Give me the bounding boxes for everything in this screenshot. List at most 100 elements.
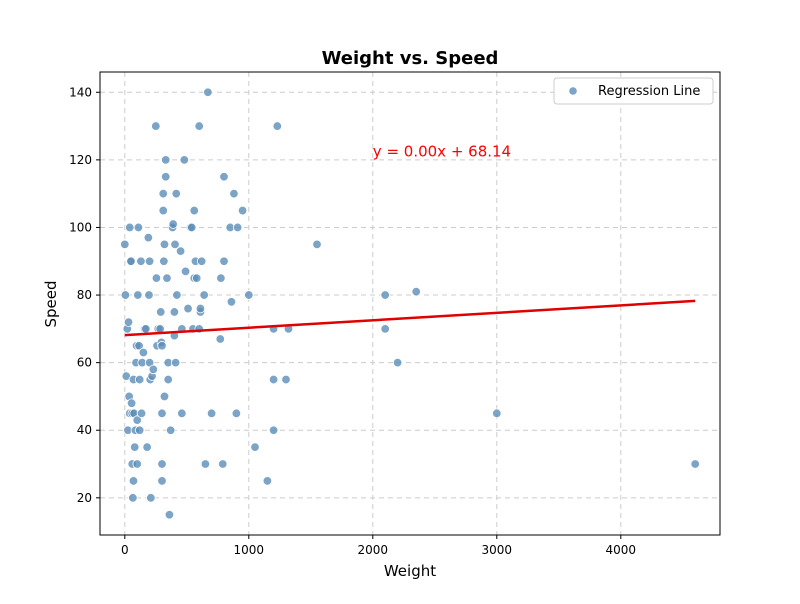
data-point (411, 286, 421, 297)
data-point (281, 374, 291, 385)
data-point (146, 493, 156, 503)
data-point (262, 476, 273, 486)
data-point (151, 273, 162, 283)
plot-frame (99, 71, 721, 536)
data-point (162, 273, 172, 283)
data-point (158, 188, 168, 199)
data-point (250, 442, 260, 452)
data-point (268, 374, 279, 385)
data-point (159, 256, 169, 266)
data-point (180, 266, 191, 277)
data-point (157, 341, 167, 351)
y-tick-label: 140 (69, 85, 92, 99)
data-point (216, 273, 226, 283)
data-point (151, 121, 161, 131)
data-point (128, 476, 139, 486)
axis-layer: 0 1000 2000 3000 4000 20 40 60 80 100 120 140 (69, 71, 721, 557)
y-tick-label: 20 (77, 491, 92, 505)
x-tick-label: 2000 (358, 543, 389, 557)
data-point (231, 408, 242, 419)
data-point (229, 188, 239, 199)
data-point (156, 307, 166, 317)
data-point (161, 155, 171, 165)
data-point (219, 256, 229, 266)
regression-equation: y = 0.00x + 68.14 (373, 142, 511, 160)
data-point (134, 341, 144, 351)
data-point (144, 290, 154, 300)
data-point (237, 205, 248, 216)
data-point (218, 459, 228, 469)
data-point (170, 239, 180, 250)
data-point (148, 364, 159, 375)
regression-layer: y = 0.00x + 68.14 (124, 142, 696, 337)
data-point (177, 408, 187, 419)
data-point (392, 357, 403, 368)
data-point (132, 415, 142, 425)
data-point (133, 290, 143, 300)
data-point (215, 334, 225, 344)
data-point (125, 222, 135, 233)
data-point (199, 290, 209, 300)
data-point (159, 239, 170, 250)
y-tick-label: 100 (69, 220, 92, 234)
data-point (159, 391, 170, 402)
data-point (168, 219, 178, 229)
data-point (189, 205, 199, 216)
data-point (165, 425, 176, 435)
data-point (170, 357, 181, 368)
data-point (194, 121, 204, 131)
y-tick-label: 60 (77, 356, 92, 370)
data-point (200, 459, 211, 469)
data-point (126, 398, 137, 408)
legend-marker (568, 86, 578, 96)
data-point (219, 172, 229, 182)
data-point (244, 290, 254, 300)
data-point (157, 459, 167, 469)
y-axis-label: Speed (42, 280, 60, 327)
data-point (169, 307, 180, 317)
data-point (126, 256, 136, 266)
data-point (134, 425, 145, 435)
data-point (138, 347, 149, 358)
data-point (141, 324, 151, 334)
data-point (172, 290, 182, 300)
y-tick-label: 120 (69, 153, 92, 167)
data-point (120, 290, 131, 300)
data-point (226, 297, 237, 307)
data-point (175, 246, 186, 256)
data-point (312, 239, 322, 250)
data-point (179, 155, 190, 165)
x-tick-label: 4000 (606, 543, 637, 557)
data-point (171, 188, 181, 199)
data-point (133, 222, 144, 233)
data-point (380, 290, 390, 300)
y-tick-label: 40 (77, 423, 92, 437)
data-point (380, 324, 390, 334)
data-point (232, 222, 243, 233)
data-point (144, 256, 155, 266)
data-point (158, 205, 168, 216)
x-tick-label: 0 (121, 543, 129, 557)
x-tick-label: 1000 (234, 543, 265, 557)
data-point (130, 442, 140, 452)
data-point (123, 317, 134, 327)
data-point (128, 493, 138, 503)
chart-title: Weight vs. Speed (322, 48, 499, 69)
x-tick-label: 3000 (482, 543, 513, 557)
data-point (196, 256, 207, 266)
data-point (192, 273, 202, 283)
legend-label: Regression Line (598, 84, 700, 99)
data-point (163, 374, 173, 385)
data-point (206, 408, 217, 419)
data-point (183, 303, 193, 314)
data-point (195, 303, 206, 314)
regression-line (124, 299, 696, 337)
data-point (268, 425, 279, 435)
data-point (157, 476, 167, 486)
data-point (492, 408, 502, 419)
data-point (157, 408, 167, 419)
data-point (132, 459, 142, 469)
data-point (187, 222, 197, 233)
